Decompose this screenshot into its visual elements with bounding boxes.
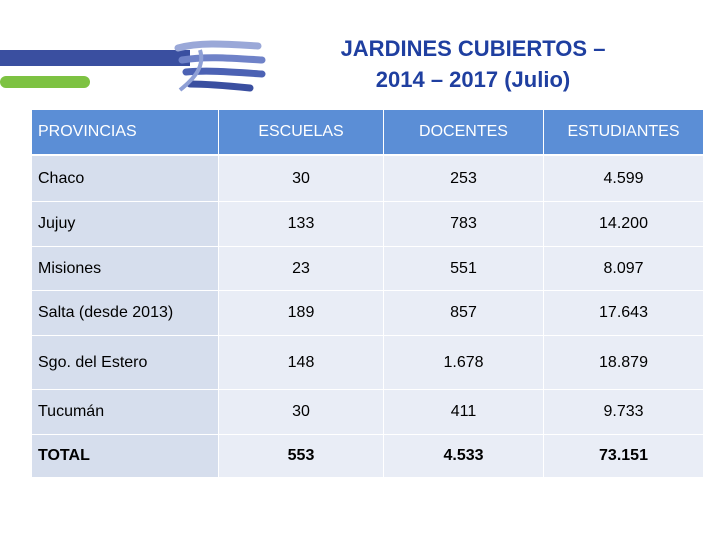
cell-provincia: Salta (desde 2013) [32,291,219,336]
cell-total-escuelas: 553 [219,435,384,478]
table-total-row: TOTAL 553 4.533 73.151 [32,435,704,478]
title-line-2: 2014 – 2017 (Julio) [375,67,571,92]
cell-docentes: 783 [384,202,544,247]
cell-escuelas: 30 [219,156,384,202]
table-row: Jujuy 133 783 14.200 [32,202,704,247]
cell-escuelas: 23 [219,247,384,291]
header-docentes: DOCENTES [384,110,544,156]
header-provincias: PROVINCIAS [32,110,219,156]
cell-escuelas: 30 [219,390,384,435]
page-title: JARDINES CUBIERTOS – 2014 – 2017 (Julio) [288,33,658,95]
cell-provincia: Sgo. del Estero [32,336,219,390]
header-estudiantes: ESTUDIANTES [544,110,704,156]
cell-escuelas: 189 [219,291,384,336]
header-escuelas: ESCUELAS [219,110,384,156]
data-table: PROVINCIAS ESCUELAS DOCENTES ESTUDIANTES… [32,110,704,478]
cell-escuelas: 148 [219,336,384,390]
table-header-row: PROVINCIAS ESCUELAS DOCENTES ESTUDIANTES [32,110,704,156]
cell-estudiantes: 9.733 [544,390,704,435]
cell-escuelas: 133 [219,202,384,247]
cell-estudiantes: 18.879 [544,336,704,390]
cell-provincia: Chaco [32,156,219,202]
cell-docentes: 411 [384,390,544,435]
table-row: Tucumán 30 411 9.733 [32,390,704,435]
cell-total-docentes: 4.533 [384,435,544,478]
cell-docentes: 253 [384,156,544,202]
cell-provincia: Jujuy [32,202,219,247]
cell-estudiantes: 14.200 [544,202,704,247]
title-line-1: JARDINES CUBIERTOS – [340,36,606,61]
cell-docentes: 551 [384,247,544,291]
cell-estudiantes: 4.599 [544,156,704,202]
table-row: Chaco 30 253 4.599 [32,156,704,202]
table-row: Salta (desde 2013) 189 857 17.643 [32,291,704,336]
cell-total-estudiantes: 73.151 [544,435,704,478]
cell-provincia: Tucumán [32,390,219,435]
table-row: Misiones 23 551 8.097 [32,247,704,291]
cell-provincia: Misiones [32,247,219,291]
cell-estudiantes: 8.097 [544,247,704,291]
hands-logo-icon [0,40,266,92]
cell-estudiantes: 17.643 [544,291,704,336]
cell-docentes: 857 [384,291,544,336]
cell-docentes: 1.678 [384,336,544,390]
cell-total-label: TOTAL [32,435,219,478]
table-row: Sgo. del Estero 148 1.678 18.879 [32,336,704,390]
